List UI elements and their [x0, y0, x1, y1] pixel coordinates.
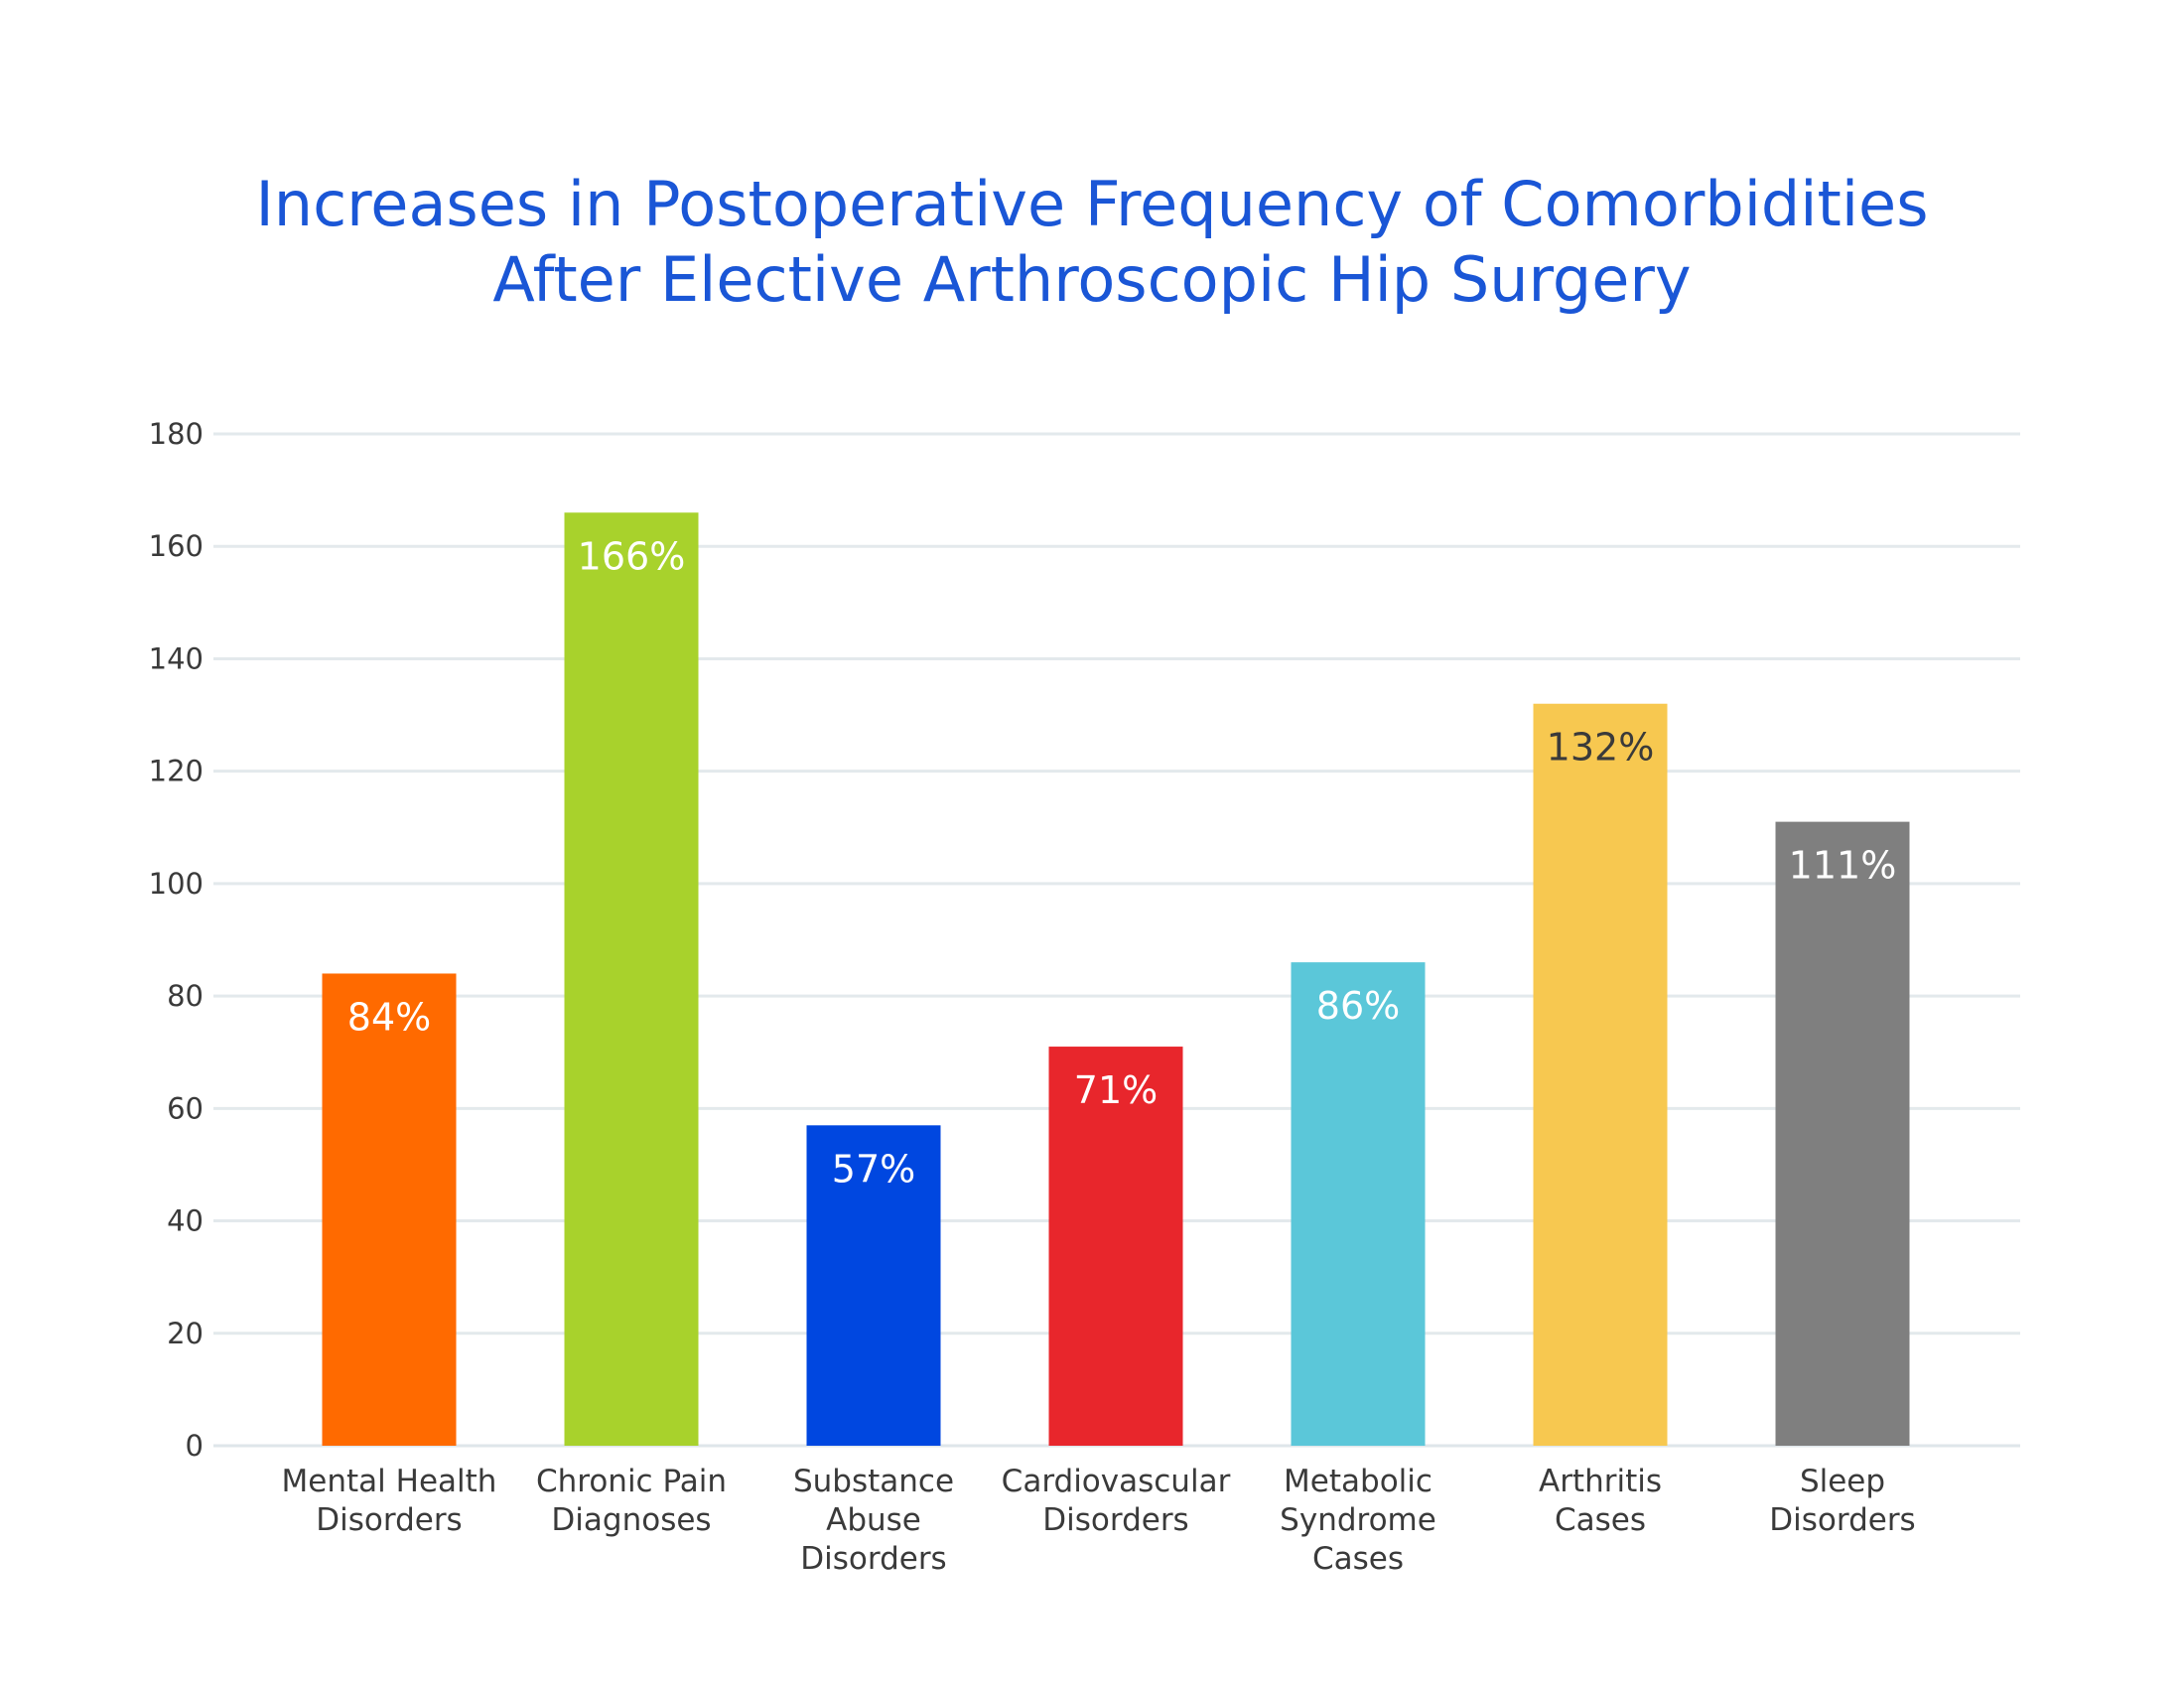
- y-tick-label: 140: [149, 641, 204, 675]
- x-category-label: Cardiovascular Disorders: [1002, 1464, 1231, 1538]
- bar: [1533, 703, 1668, 1446]
- bar-value-label: 86%: [1316, 984, 1400, 1028]
- x-category-label-line: Diagnoses: [551, 1502, 711, 1538]
- y-tick-label: 40: [167, 1204, 204, 1238]
- y-axis-ticks: 0 20 40 60 80 100 120 140 160 180: [149, 417, 204, 1463]
- x-category-label-line: Disorders: [1042, 1502, 1188, 1538]
- bar: [322, 973, 457, 1446]
- bars: [322, 512, 1910, 1446]
- bar: [1291, 962, 1426, 1446]
- chart-title: Increases in Postoperative Frequency of …: [0, 167, 2184, 318]
- x-category-label-line: Disorders: [316, 1502, 462, 1538]
- bar: [564, 512, 699, 1446]
- x-category-label: Mental Health Disorders: [282, 1464, 497, 1538]
- bar-value-label: 57%: [832, 1147, 915, 1191]
- y-tick-label: 160: [149, 529, 204, 563]
- y-tick-label: 180: [149, 417, 204, 451]
- bar-value-labels: 84% 166% 57% 71% 86% 132% 111%: [347, 534, 1897, 1191]
- x-category-label-line: Substance: [793, 1464, 954, 1499]
- y-tick-label: 100: [149, 867, 204, 901]
- x-category-label: Sleep Disorders: [1769, 1464, 1915, 1538]
- x-category-label-line: Disorders: [800, 1541, 946, 1577]
- bar: [806, 1125, 941, 1446]
- x-category-label-line: Cases: [1555, 1502, 1646, 1538]
- x-category-label-line: Cases: [1312, 1541, 1404, 1577]
- y-tick-label: 120: [149, 755, 204, 788]
- bar-value-label: 132%: [1547, 726, 1655, 770]
- chart-title-line-1: Increases in Postoperative Frequency of …: [255, 168, 1929, 240]
- bar-value-label: 166%: [578, 534, 686, 578]
- y-tick-label: 80: [167, 979, 204, 1013]
- x-category-label-line: Mental Health: [282, 1464, 497, 1499]
- x-category-label: Chronic Pain Diagnoses: [536, 1464, 727, 1538]
- bar: [1048, 1047, 1183, 1446]
- x-category-label-line: Sleep: [1800, 1464, 1885, 1499]
- y-tick-label: 0: [186, 1429, 204, 1463]
- x-category-label: Arthritis Cases: [1539, 1464, 1662, 1538]
- x-category-label: Substance Abuse Disorders: [793, 1464, 954, 1577]
- bar-value-label: 111%: [1789, 844, 1897, 888]
- y-tick-label: 20: [167, 1317, 204, 1350]
- x-category-label: Metabolic Syndrome Cases: [1280, 1464, 1436, 1577]
- chart-title-line-2: After Elective Arthroscopic Hip Surgery: [492, 243, 1692, 316]
- x-category-label-line: Disorders: [1769, 1502, 1915, 1538]
- x-category-label-line: Syndrome: [1280, 1502, 1436, 1538]
- x-category-label-line: Metabolic: [1284, 1464, 1433, 1499]
- x-category-label-line: Cardiovascular: [1002, 1464, 1231, 1499]
- x-category-label-line: Abuse: [826, 1502, 921, 1538]
- bar-value-label: 71%: [1074, 1068, 1158, 1112]
- x-category-label-line: Arthritis: [1539, 1464, 1662, 1499]
- x-category-label-line: Chronic Pain: [536, 1464, 727, 1499]
- bar-value-label: 84%: [347, 995, 431, 1039]
- bar: [1775, 821, 1910, 1446]
- y-tick-label: 60: [167, 1091, 204, 1125]
